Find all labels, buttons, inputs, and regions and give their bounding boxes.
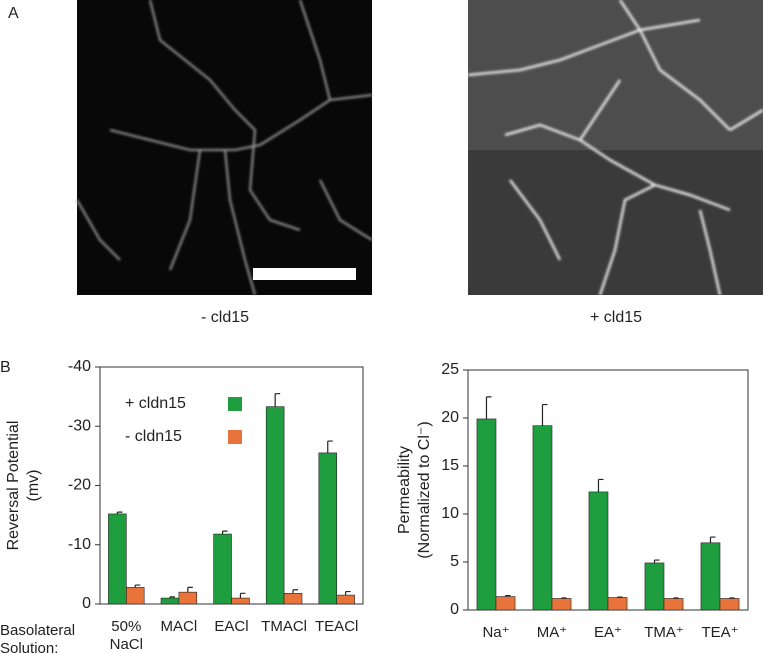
bar [160,597,180,605]
error-bar [485,396,492,419]
y-tick-label: -10 [68,536,91,553]
error-bar [274,393,281,407]
error-bar [327,440,333,453]
bar [318,452,338,605]
x-tick-label: EACl [214,618,249,635]
bar [607,597,628,611]
x-axis-title: Basolateral Solution: [0,622,76,653]
bar [663,598,684,611]
y-axis-label: Permeability [396,446,413,534]
y-tick-label: 0 [82,595,91,612]
y-tick-label: -30 [68,417,91,434]
x-tick-label: Na⁺ [482,624,510,641]
y-tick-label: -40 [68,358,91,375]
error-bar [239,592,246,599]
bar [126,587,145,605]
bar [532,425,553,611]
x-tick-label: 50% NaCl [109,618,143,653]
x-tick-label: MA⁺ [536,624,568,641]
error-bar [504,595,511,597]
bar [719,598,740,611]
bar [495,596,516,611]
error-bar [653,559,660,563]
error-bar [709,536,716,543]
image-caption: - cld15 [201,309,249,326]
image-caption: + cld15 [590,309,642,326]
bar [108,513,127,605]
error-bar [134,584,141,588]
error-bar [541,403,548,426]
bar [644,562,665,611]
y-axis-label: (Normalized to Cl⁻) [416,421,433,558]
x-tick-label: EA⁺ [594,624,622,641]
legend-label: + cldn15 [125,395,186,412]
legend-swatch [228,430,242,444]
y-axis-label: (mv) [25,470,42,502]
panel-label: B [0,359,11,376]
error-bar [345,590,351,596]
bar [476,418,497,611]
x-tick-label: TEACl [315,618,359,635]
bar [551,598,572,611]
x-tick-label: TEA⁺ [701,624,739,641]
bar [700,542,721,611]
y-tick-label: 15 [441,457,459,474]
bar [265,406,285,605]
bar [231,597,250,605]
error-bar [187,586,193,593]
y-tick-label: 20 [441,409,459,426]
y-tick-label: -20 [68,477,91,494]
bar [588,491,609,611]
legend-label: - cldn15 [125,428,182,445]
y-tick-label: 0 [450,601,459,618]
error-bar [169,596,175,599]
error-bar [221,530,228,535]
bar [336,594,355,605]
y-axis-label: Reversal Potential [5,421,22,551]
micrograph [76,0,763,296]
error-bar [116,511,123,514]
x-tick-label: TMACl [261,618,307,635]
y-tick-label: 10 [441,505,459,522]
error-bar [292,589,299,594]
error-bar [597,478,604,492]
bar [178,591,198,605]
bar [213,533,232,605]
panel-label: A [8,5,19,22]
legend-swatch [228,397,242,411]
y-tick-label: 25 [441,361,459,378]
y-tick-label: 5 [450,553,459,570]
bar [283,593,303,605]
x-tick-label: TMA⁺ [644,624,684,641]
x-tick-label: MACl [160,618,198,635]
